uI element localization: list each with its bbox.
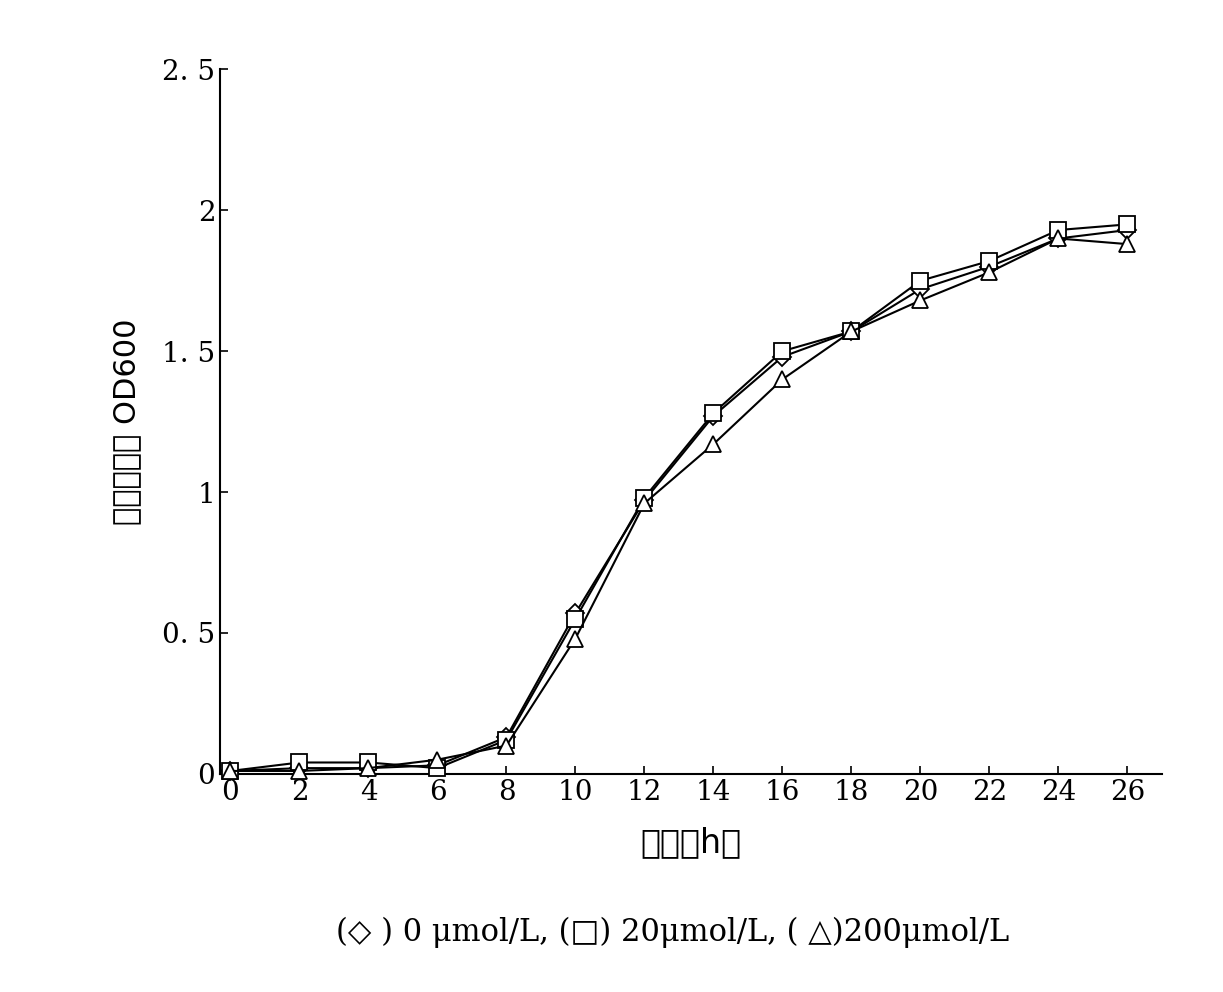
Text: (◇ ) 0 μmol/L, (□) 20μmol/L, ( △)200μmol/L: (◇ ) 0 μmol/L, (□) 20μmol/L, ( △)200μmol… xyxy=(336,917,1009,948)
X-axis label: 时间（h）: 时间（h） xyxy=(641,826,741,859)
Y-axis label: 细菌生长量 OD600: 细菌生长量 OD600 xyxy=(113,318,142,525)
